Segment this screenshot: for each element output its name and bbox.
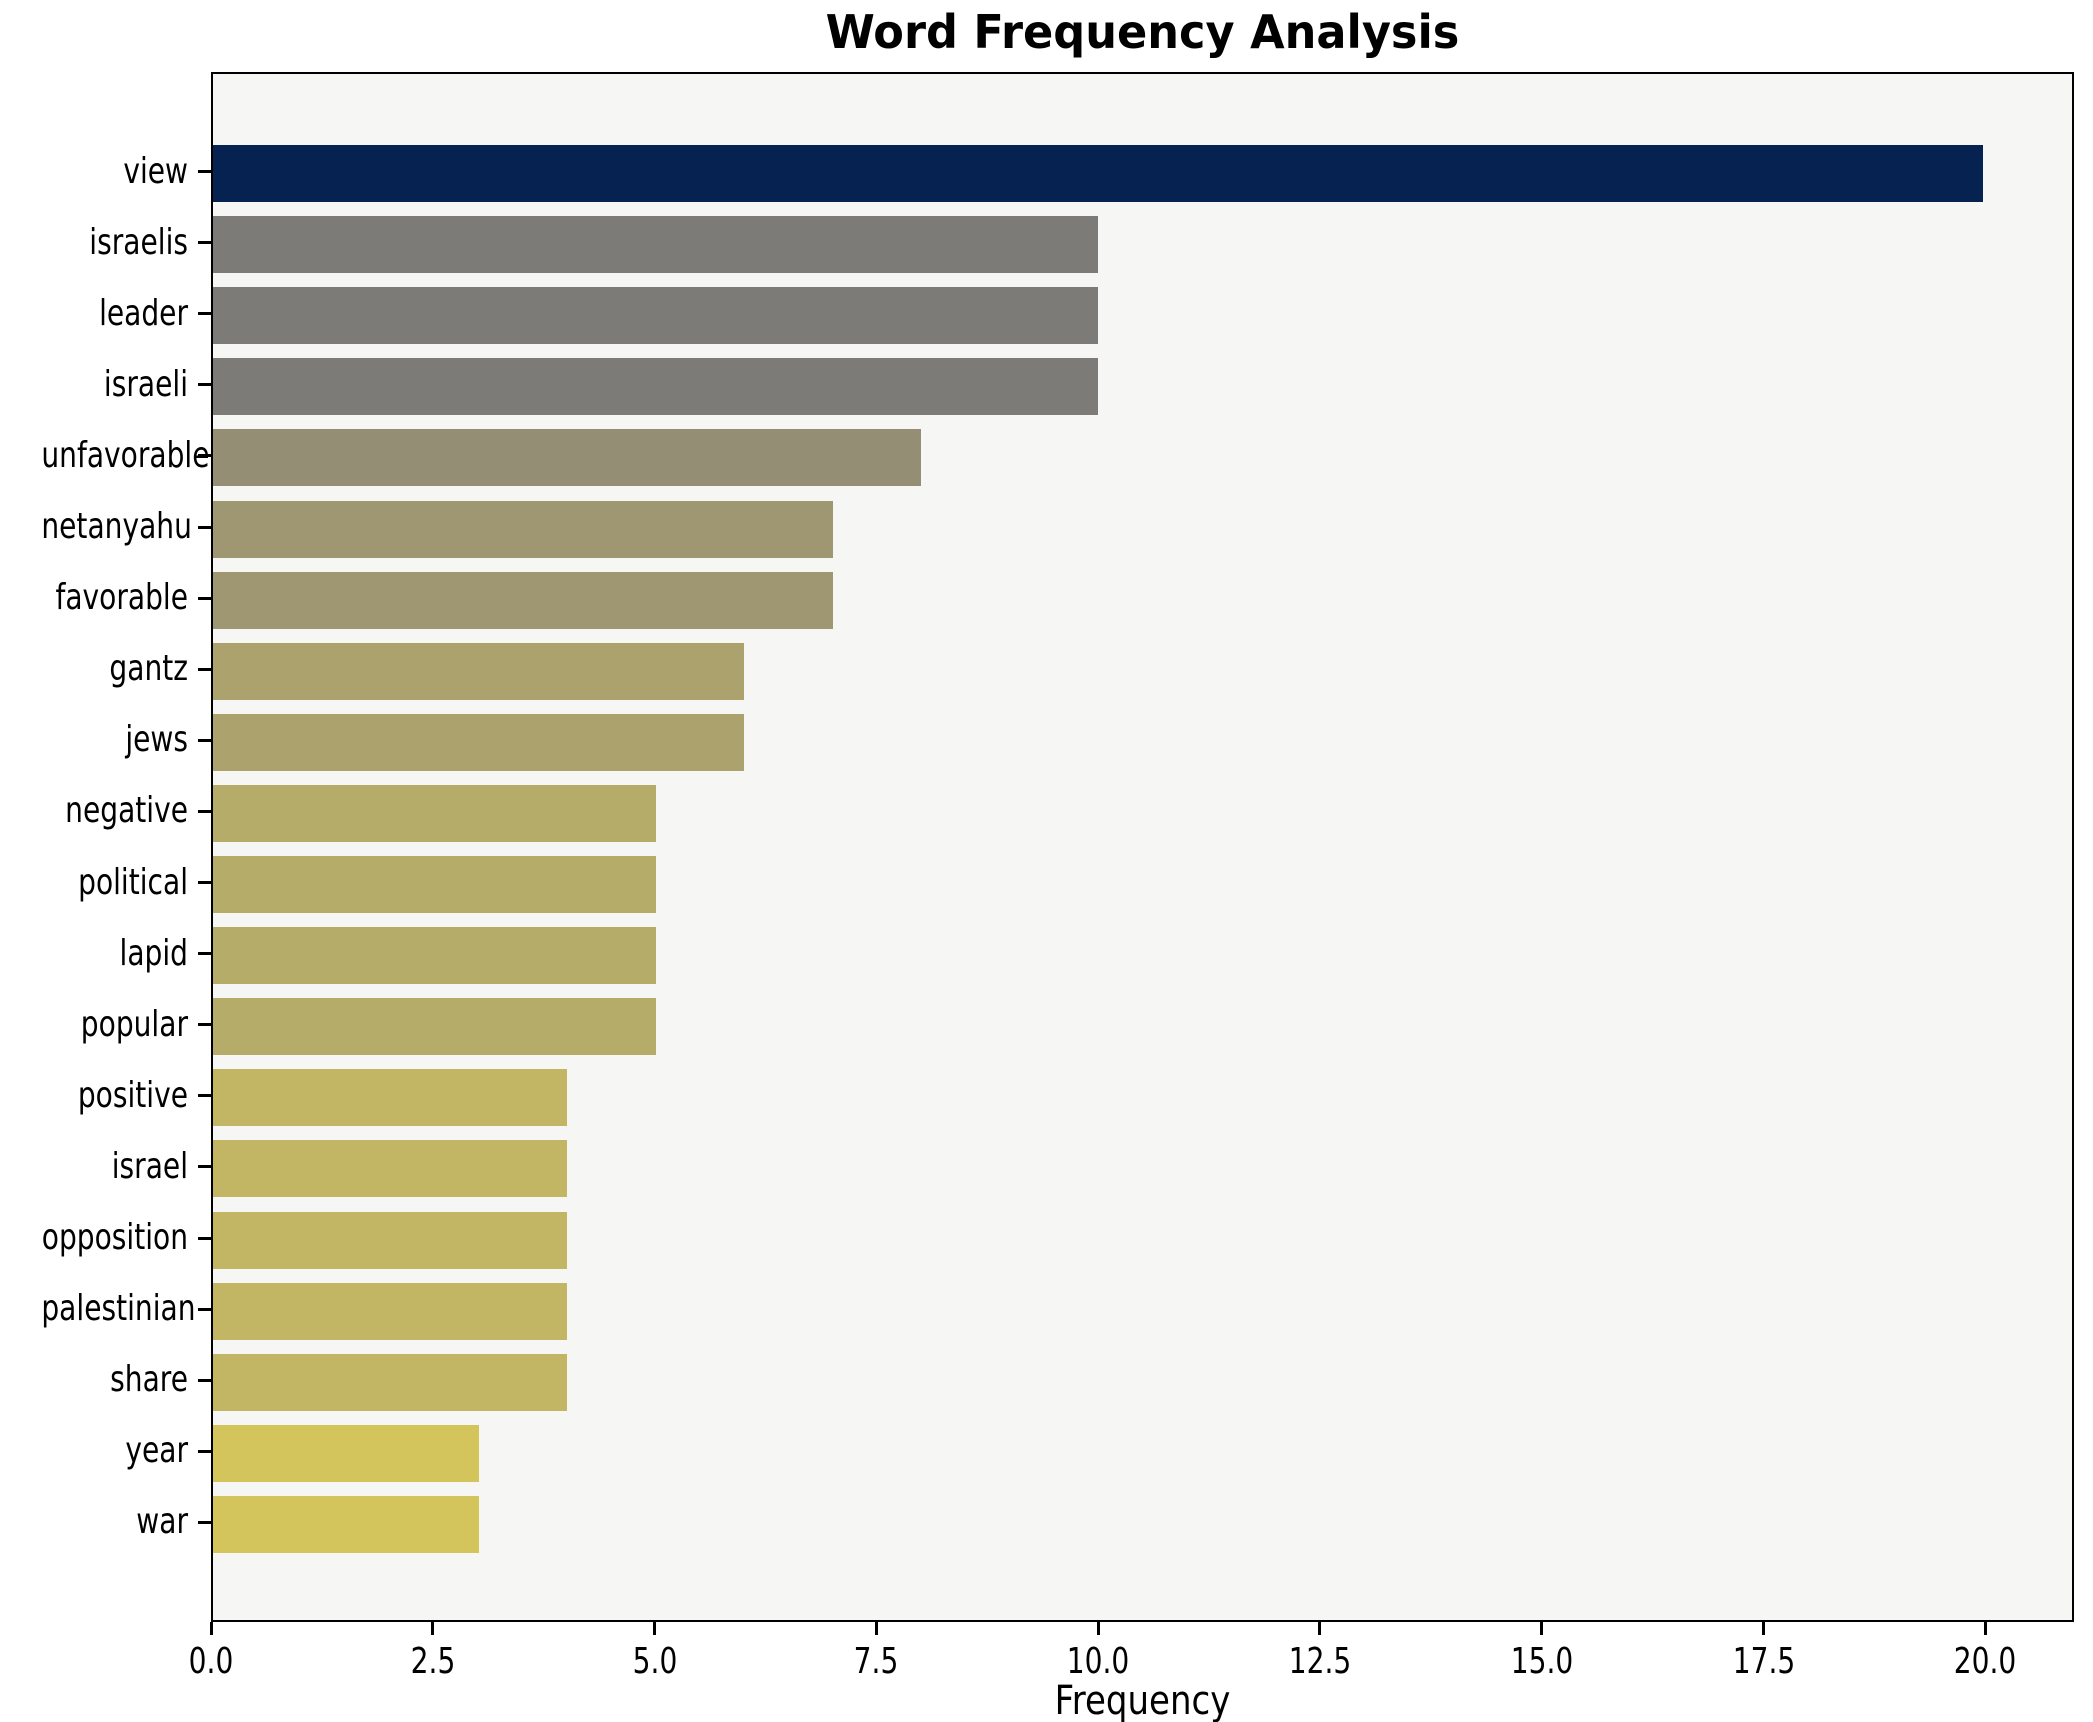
y-tick-label: favorable (55, 577, 189, 619)
y-tick-mark (198, 525, 212, 529)
y-tick-mark (198, 383, 212, 387)
bar-favorable (213, 571, 833, 629)
y-tick-label: leader (99, 292, 188, 334)
bar-popular (213, 998, 656, 1056)
y-tick-mark (198, 1449, 212, 1453)
y-tick-mark (198, 1165, 212, 1169)
x-tick-mark (209, 1622, 213, 1635)
y-tick-label: view (123, 150, 188, 192)
bar-palestinian (213, 1282, 568, 1340)
bar-war (213, 1495, 479, 1553)
bar-view (213, 145, 1984, 203)
x-tick-label: 17.5 (1732, 1641, 1795, 1682)
y-tick-label: positive (77, 1074, 188, 1116)
y-tick-label: israelis (89, 221, 188, 263)
x-tick-mark (431, 1622, 435, 1635)
plot-area (211, 72, 2074, 1622)
bar-positive (213, 1069, 568, 1127)
y-tick-mark (198, 809, 212, 813)
bar-opposition (213, 1211, 568, 1269)
x-tick-mark (653, 1622, 657, 1635)
bar-netanyahu (213, 500, 833, 558)
x-axis-label: Frequency (1054, 1678, 1231, 1722)
y-tick-mark (198, 1520, 212, 1524)
y-tick-label: year (125, 1430, 188, 1472)
y-tick-label: popular (80, 1003, 188, 1045)
y-tick-label: palestinian (41, 1288, 196, 1330)
bar-lapid (213, 927, 656, 985)
bar-jews (213, 713, 745, 771)
x-tick-mark (1983, 1622, 1987, 1635)
y-tick-label: jews (125, 719, 188, 761)
y-tick-label: political (78, 861, 188, 903)
bar-negative (213, 784, 656, 842)
y-tick-mark (198, 667, 212, 671)
y-tick-mark (198, 1094, 212, 1098)
y-tick-label: negative (65, 790, 188, 832)
bar-unfavorable (213, 429, 922, 487)
y-tick-mark (198, 1236, 212, 1240)
x-tick-label: 10.0 (1066, 1641, 1130, 1682)
y-tick-label: war (136, 1501, 188, 1543)
x-tick-label: 5.0 (632, 1641, 677, 1682)
y-tick-label: gantz (109, 648, 188, 690)
bar-leader (213, 287, 1099, 345)
x-tick-mark (1318, 1622, 1322, 1635)
y-tick-mark (198, 1378, 212, 1382)
y-tick-label: netanyahu (41, 506, 192, 548)
x-tick-label: 12.5 (1288, 1641, 1352, 1682)
y-tick-mark (198, 241, 212, 245)
y-tick-mark (198, 738, 212, 742)
x-tick-mark (1540, 1622, 1544, 1635)
y-tick-mark (198, 596, 212, 600)
y-tick-mark (198, 881, 212, 885)
y-tick-label: unfavorable (41, 434, 210, 476)
y-tick-label: lapid (119, 932, 188, 974)
x-tick-label: 15.0 (1510, 1641, 1573, 1682)
bar-israel (213, 1140, 568, 1198)
y-tick-mark (198, 312, 212, 316)
y-tick-mark (198, 1023, 212, 1027)
bar-year (213, 1424, 479, 1482)
bar-israelis (213, 216, 1099, 274)
x-tick-label: 2.5 (410, 1641, 456, 1682)
y-tick-mark (198, 454, 212, 458)
y-tick-mark (198, 1307, 212, 1311)
x-tick-mark (1096, 1622, 1100, 1635)
y-tick-label: israel (111, 1145, 188, 1187)
bar-share (213, 1353, 568, 1411)
x-tick-label: 20.0 (1954, 1641, 2017, 1682)
y-tick-mark (198, 170, 212, 174)
y-tick-label: share (110, 1359, 188, 1401)
bar-israeli (213, 358, 1099, 416)
x-tick-label: 7.5 (854, 1641, 899, 1682)
chart-title: Word Frequency Analysis (825, 5, 1460, 59)
x-tick-mark (874, 1622, 878, 1635)
bar-political (213, 856, 656, 914)
y-tick-mark (198, 952, 212, 956)
y-tick-label: opposition (41, 1217, 188, 1259)
x-tick-label: 0.0 (188, 1641, 234, 1682)
y-tick-label: israeli (103, 363, 188, 405)
x-tick-mark (1762, 1622, 1765, 1635)
bar-gantz (213, 642, 745, 700)
